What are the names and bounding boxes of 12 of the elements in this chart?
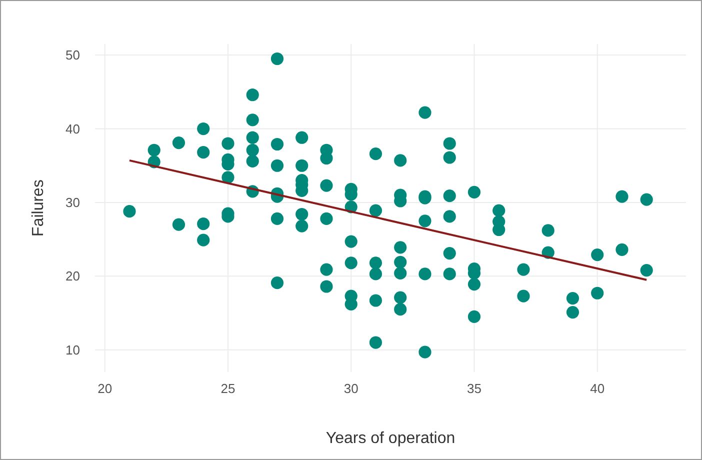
x-tick-label: 35: [466, 381, 482, 396]
y-tick-label: 20: [66, 268, 80, 284]
y-tick-label: 50: [66, 48, 80, 63]
y-tick-label: 30: [66, 195, 80, 210]
x-tick-label: 25: [220, 381, 236, 396]
x-tick-label: 40: [590, 381, 605, 396]
y-tick-label: 40: [66, 121, 80, 136]
y-tick-label: 10: [66, 342, 80, 358]
x-tick-label: 30: [344, 381, 358, 396]
x-axis-title: Years of operation: [326, 430, 456, 447]
y-axis-title: Failures: [30, 180, 47, 236]
x-tick-label: 20: [98, 381, 112, 396]
